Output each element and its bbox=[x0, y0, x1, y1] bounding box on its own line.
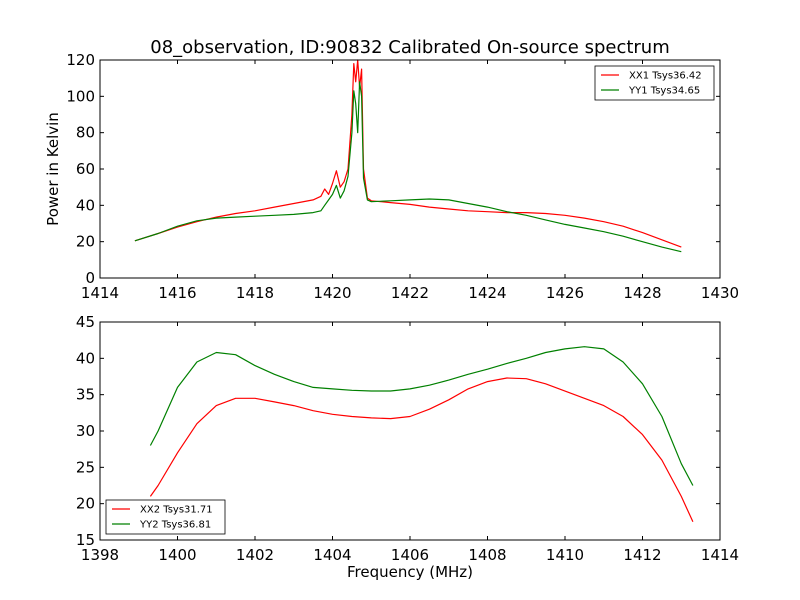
y-tick-label: 20 bbox=[76, 495, 95, 513]
x-tick-label: 1398 bbox=[81, 546, 119, 564]
series-line-2 bbox=[134, 81, 682, 253]
legend-label: YY1 Tsys34.65 bbox=[628, 86, 700, 97]
legend-label: XX2 Tsys31.71 bbox=[140, 505, 213, 516]
y-tick-label: 40 bbox=[76, 349, 95, 367]
y-tick-label: 35 bbox=[76, 386, 95, 404]
y-axis-title: Power in Kelvin bbox=[44, 112, 62, 226]
x-tick-label: 1430 bbox=[701, 284, 739, 302]
x-tick-label: 1414 bbox=[701, 546, 739, 564]
x-tick-label: 1418 bbox=[236, 284, 274, 302]
y-tick-label: 45 bbox=[76, 313, 95, 331]
y-tick-label: 0 bbox=[85, 269, 95, 287]
y-tick-label: 25 bbox=[76, 458, 95, 476]
series-line-1 bbox=[149, 377, 694, 523]
x-tick-label: 1408 bbox=[468, 546, 506, 564]
x-tick-label: 1404 bbox=[313, 546, 351, 564]
y-tick-label: 60 bbox=[76, 160, 95, 178]
x-tick-label: 1412 bbox=[623, 546, 661, 564]
y-tick-label: 80 bbox=[76, 124, 95, 142]
figure-title: 08_observation, ID:90832 Calibrated On-s… bbox=[150, 37, 670, 58]
x-tick-label: 1424 bbox=[468, 284, 506, 302]
legend-label: YY2 Tsys36.81 bbox=[139, 520, 211, 531]
legend-box bbox=[594, 65, 715, 101]
legend: XX1 Tsys36.42 YY1 Tsys34.65 bbox=[594, 65, 715, 101]
x-tick-label: 1422 bbox=[391, 284, 429, 302]
x-tick-label: 1426 bbox=[546, 284, 584, 302]
y-tick-label: 100 bbox=[66, 87, 95, 105]
x-axis-title: Frequency (MHz) bbox=[347, 563, 473, 581]
legend-label: XX1 Tsys36.42 bbox=[629, 71, 702, 82]
x-tick-label: 1410 bbox=[546, 546, 584, 564]
series-line-2 bbox=[149, 346, 694, 486]
y-tick-label: 40 bbox=[76, 196, 95, 214]
x-tick-label: 1420 bbox=[313, 284, 351, 302]
legend-box bbox=[105, 499, 226, 535]
x-tick-label: 1428 bbox=[623, 284, 661, 302]
y-tick-label: 30 bbox=[76, 422, 95, 440]
top-spectrum-chart: 1414 1416 1418 1420 1422 1424 1426 1428 1430 0 20 4… bbox=[44, 51, 739, 302]
bottom-spectrum-chart: 1398 1400 1402 1404 1406 1408 1410 1412 1414 15 20… bbox=[76, 313, 739, 581]
y-tick-label: 20 bbox=[76, 233, 95, 251]
legend: XX2 Tsys31.71 YY2 Tsys36.81 bbox=[105, 499, 226, 535]
y-tick-label: 120 bbox=[66, 51, 95, 69]
x-tick-label: 1416 bbox=[158, 284, 196, 302]
x-tick-label: 1406 bbox=[391, 546, 429, 564]
x-tick-label: 1414 bbox=[81, 284, 119, 302]
x-tick-label: 1400 bbox=[158, 546, 196, 564]
y-tick-label: 15 bbox=[76, 531, 95, 549]
x-tick-label: 1402 bbox=[236, 546, 274, 564]
